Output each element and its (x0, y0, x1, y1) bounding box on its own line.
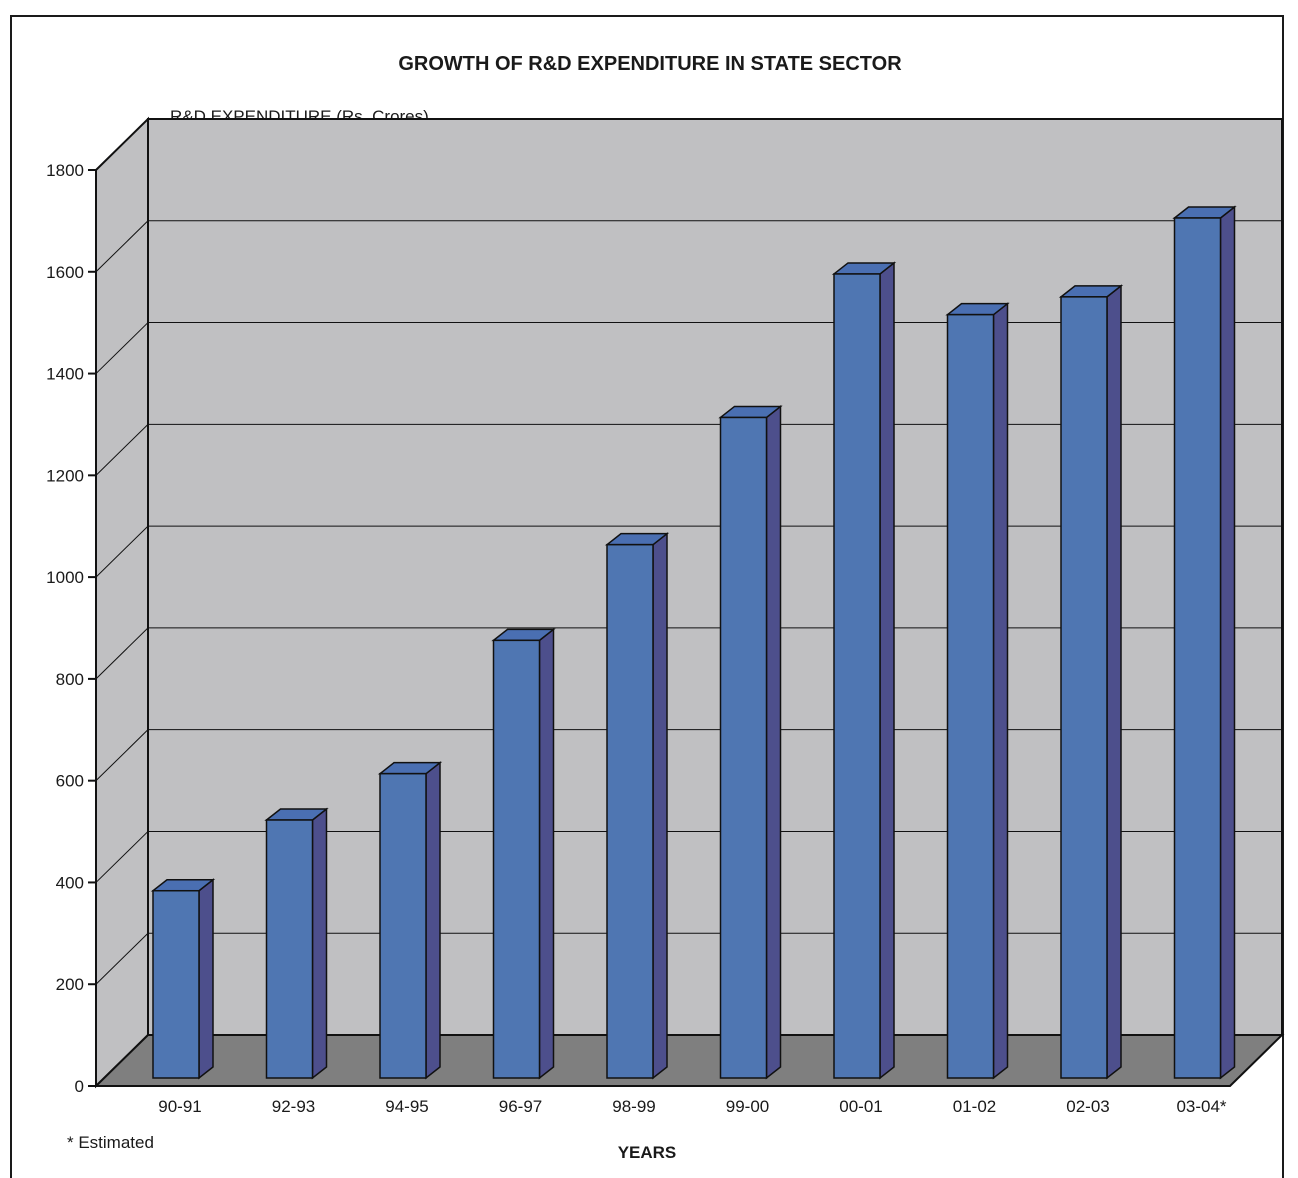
x-tick-label: 90-91 (158, 1097, 201, 1116)
gridline-side (95, 525, 149, 578)
x-tick-label: 98-99 (612, 1097, 655, 1116)
y-tick-label: 800 (56, 670, 84, 689)
plot-area: 0 200 400 600 800 1000 1200 1400 1600 1800 90-91 92… (46, 116, 1285, 1116)
bar-94-95 (379, 772, 427, 1079)
y-tick-label: 0 (75, 1077, 84, 1096)
y-tick-label: 1600 (46, 263, 84, 282)
bar-side (765, 404, 782, 1080)
x-tick-label: 00-01 (839, 1097, 882, 1116)
gridline-side (95, 322, 149, 374)
bar-side (311, 807, 328, 1080)
bar-01-02 (946, 313, 995, 1079)
bar-00-01 (833, 273, 881, 1079)
y-tick-label: 600 (56, 772, 84, 791)
bar-99-00 (719, 416, 768, 1079)
gridline-side (95, 729, 149, 782)
x-tick-label: 02-03 (1066, 1097, 1109, 1116)
x-tick-label: 99-00 (726, 1097, 769, 1116)
estimated-note: * Estimated (67, 1133, 154, 1152)
bar-side (652, 532, 668, 1080)
bar-92-93 (265, 819, 314, 1079)
gridline-side (95, 932, 149, 985)
y-tick-label: 1400 (46, 365, 84, 384)
y-tick-label: 400 (56, 873, 84, 892)
x-tick-label: 03-04* (1176, 1097, 1226, 1116)
bar-90-91 (152, 889, 200, 1079)
y-tick-label: 1200 (46, 466, 84, 485)
y-tick-label: 1000 (46, 568, 84, 587)
y-tick-label: 200 (56, 975, 84, 994)
bar-03-04* (1173, 217, 1222, 1079)
gridline-side (95, 423, 149, 476)
chart-title: GROWTH OF R&D EXPENDITURE IN STATE SECTO… (398, 53, 902, 75)
bar-side (425, 761, 441, 1080)
gridline-side (95, 627, 149, 680)
x-axis-label: YEARS (618, 1143, 677, 1162)
bar-side (538, 627, 555, 1080)
bar-96-97 (492, 639, 541, 1079)
bar-side (198, 878, 214, 1080)
bar-side (1219, 205, 1236, 1080)
x-tick-label: 92-93 (272, 1097, 315, 1116)
bar-02-03 (1060, 296, 1108, 1079)
gridline-side (95, 220, 149, 273)
bar-side (879, 261, 895, 1080)
x-tick-label: 94-95 (385, 1097, 428, 1116)
x-tick-label: 96-97 (499, 1097, 542, 1116)
gridline-side (95, 831, 149, 883)
bar-side (1106, 284, 1122, 1080)
bar-side (992, 302, 1009, 1080)
bar-98-99 (606, 543, 654, 1079)
x-tick-label: 01-02 (953, 1097, 996, 1116)
y-tick-label: 1800 (46, 161, 84, 180)
